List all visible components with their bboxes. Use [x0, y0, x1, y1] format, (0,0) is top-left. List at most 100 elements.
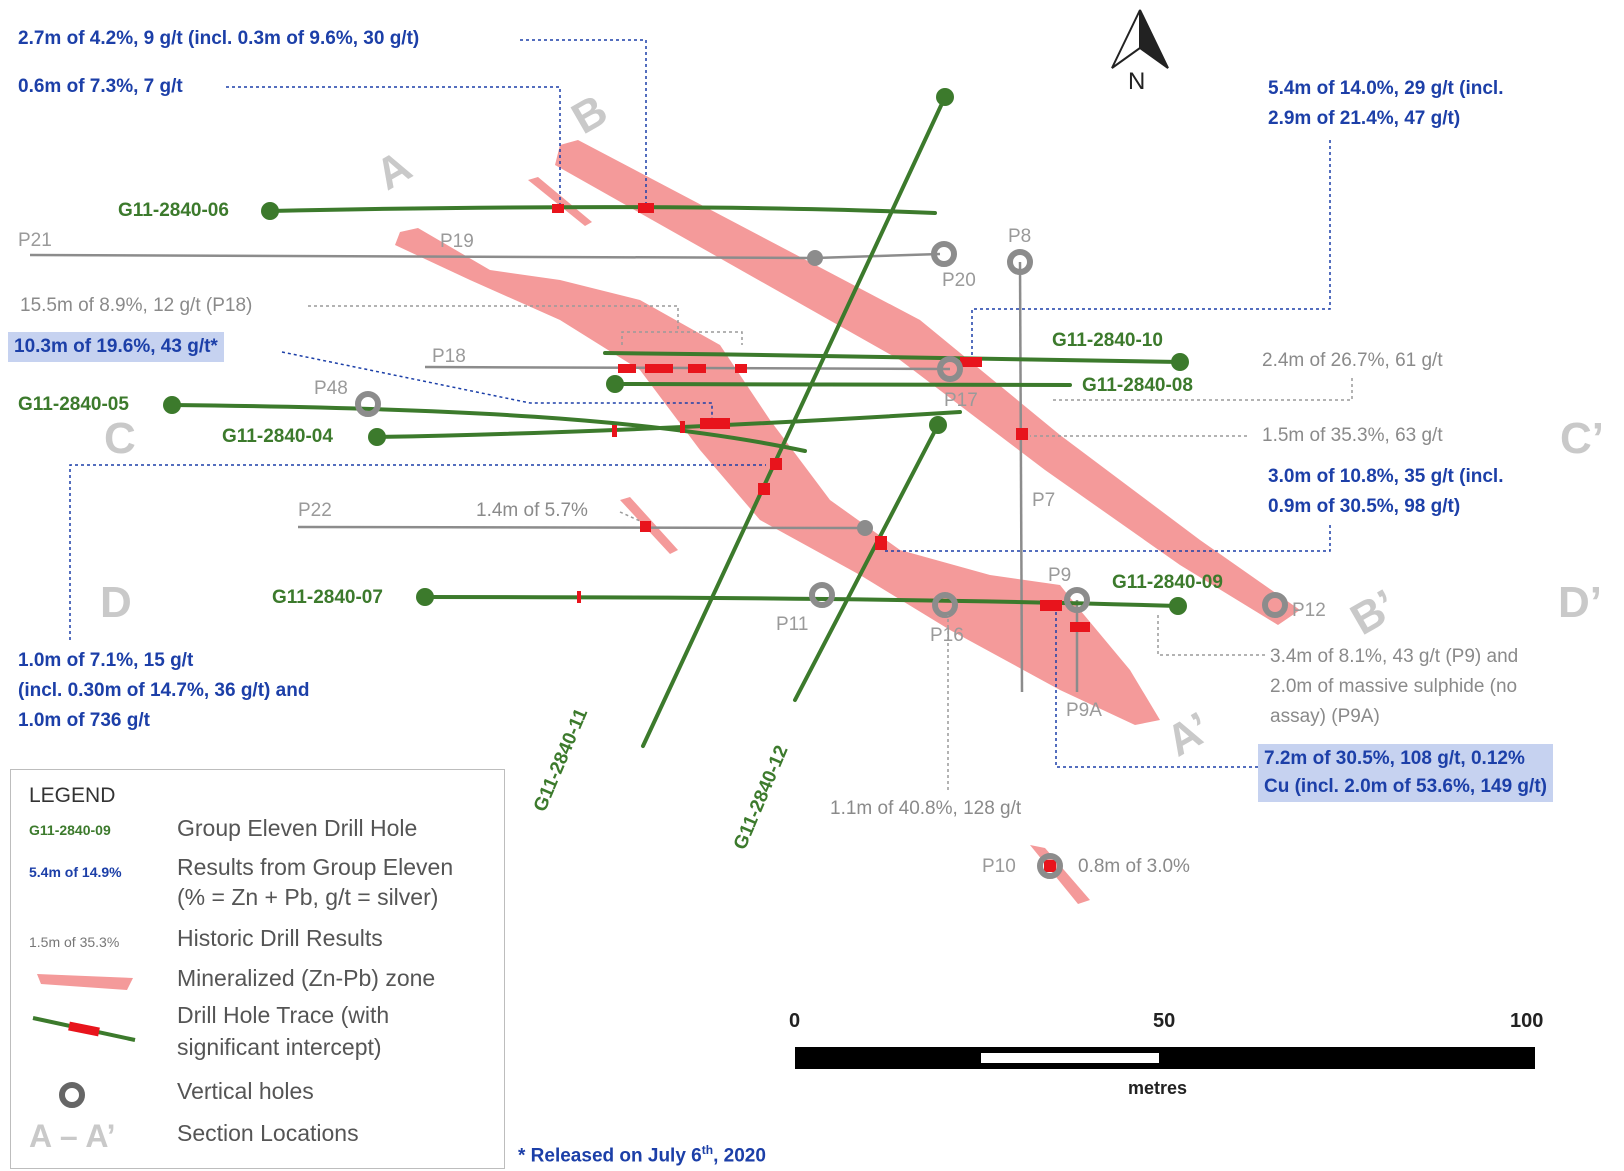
legend-result-desc-line1: Results from Group Eleven: [177, 854, 454, 880]
vertical-hole-p20: [931, 241, 957, 267]
intercept-06-b: [638, 203, 654, 213]
drill-trace-07: [423, 595, 1180, 608]
historic-hole-p7-trace: [1018, 261, 1024, 693]
collar-12: [929, 416, 947, 434]
historic-label-24: 2.4m of 26.7%, 61 g/t: [1262, 350, 1443, 371]
legend-sample-historic: 1.5m of 35.3%: [29, 934, 120, 950]
drill-label-06: G11-2840-06: [118, 200, 229, 221]
mineralized-zone-a: [395, 228, 1160, 725]
result-label-72: 7.2m of 30.5%, 108 g/t, 0.12% Cu (incl. …: [1258, 744, 1553, 802]
drill-trace-12: [793, 423, 940, 702]
hole-id-p20: P20: [942, 270, 976, 291]
hole-id-p10: P10: [982, 856, 1016, 877]
legend-vertical-hole-icon: [59, 1082, 85, 1108]
scale-tick-50: 50: [1153, 1010, 1176, 1032]
drill-trace-04: [375, 410, 962, 439]
drill-trace-06: [268, 205, 937, 215]
result-label-10-line1: 1.0m of 7.1%, 15 g/t: [18, 650, 194, 671]
intercept-p22: [640, 521, 651, 532]
intercept-18-d: [735, 364, 747, 373]
leader-24: [1052, 378, 1353, 401]
historic-label-34-line1: 3.4m of 8.1%, 43 g/t (P9) and: [1270, 646, 1519, 667]
legend-sample-result: 5.4m of 14.9%: [29, 864, 122, 880]
drill-label-04: G11-2840-04: [222, 426, 333, 447]
intercept-p7: [1016, 428, 1028, 440]
legend-section-sample: A – A’: [29, 1118, 116, 1154]
legend-zone-desc: Mineralized (Zn-Pb) zone: [177, 965, 436, 991]
result-label-72-line2: Cu (incl. 2.0m of 53.6%, 149 g/t): [1264, 775, 1547, 797]
leader-30: [883, 525, 1331, 552]
hole-id-p16: P16: [930, 625, 964, 646]
historic-hole-p21-trace: [29, 253, 816, 260]
collar-06: [261, 202, 279, 220]
vertical-hole-p16: [932, 592, 958, 618]
scale-bar-right-black: [1165, 1047, 1535, 1069]
leader-72: [1055, 610, 1258, 768]
legend-zone-swatch: [37, 974, 133, 990]
scale-bar-left-black: [795, 1047, 975, 1069]
intercept-18-b: [645, 364, 673, 373]
leader-14: [619, 511, 641, 522]
section-label-d-prime: D’: [1558, 578, 1602, 627]
collar-04: [368, 428, 386, 446]
leader-27: [520, 39, 647, 203]
scale-tick-100: 100: [1510, 1010, 1544, 1032]
collar-10: [1171, 353, 1189, 371]
vertical-hole-p12: [1262, 592, 1288, 618]
section-label-d: D: [100, 578, 132, 627]
intercept-11-b: [758, 483, 770, 495]
vertical-hole-p8: [1007, 249, 1033, 275]
result-label-06: 0.6m of 7.3%, 7 g/t: [18, 76, 183, 97]
hole-id-p17: P17: [944, 390, 978, 411]
drill-label-10: G11-2840-10: [1052, 330, 1163, 351]
north-arrow-icon: [1111, 9, 1169, 69]
drill-trace-11: [641, 95, 947, 748]
footnote-year: , 2020: [713, 1145, 766, 1167]
hole-id-p18: P18: [432, 346, 466, 367]
intercept-06-a: [552, 204, 564, 213]
leader-10: [69, 464, 766, 640]
result-label-72-line1: 7.2m of 30.5%, 108 g/t, 0.12%: [1264, 748, 1525, 769]
hole-id-p8: P8: [1008, 226, 1032, 247]
result-label-27: 2.7m of 4.2%, 9 g/t (incl. 0.3m of 9.6%,…: [18, 28, 420, 49]
drill-label-07: G11-2840-07: [272, 587, 383, 608]
historic-hole-p20-trace: [814, 252, 941, 260]
intercept-p9a: [1070, 622, 1090, 632]
footnote-text: * Released on July 6: [518, 1145, 702, 1167]
intercept-18-a: [618, 364, 636, 373]
drill-label-08: G11-2840-08: [1082, 375, 1193, 396]
hole-id-p9: P9: [1048, 565, 1072, 586]
drill-label-09: G11-2840-09: [1112, 572, 1223, 593]
historic-label-08: 0.8m of 3.0%: [1078, 856, 1190, 877]
scale-bar: 0 50 100 metres: [789, 1010, 1543, 1100]
legend-result-desc-line2: (% = Zn + Pb, g/t = silver): [177, 884, 439, 910]
collar-05: [163, 396, 181, 414]
scale-bar-white: [975, 1047, 1165, 1069]
north-label: N: [1128, 68, 1146, 95]
vertical-hole-p10: [1037, 853, 1063, 879]
intercept-p10: [1044, 860, 1056, 872]
result-label-30-line2: 0.9m of 30.5%, 98 g/t): [1268, 496, 1461, 517]
intercept-05: [700, 418, 730, 429]
historic-label-11: 1.1m of 40.8%, 128 g/t: [830, 798, 1022, 819]
historic-label-34-line3: assay) (P9A): [1270, 706, 1380, 727]
drill-label-05: G11-2840-05: [18, 394, 129, 415]
historic-hole-p18-trace: [424, 365, 951, 371]
legend-section-desc: Section Locations: [177, 1120, 359, 1146]
intercept-10: [960, 357, 982, 367]
intercept-09: [1040, 600, 1062, 611]
historic-label-14: 1.4m of 5.7%: [476, 500, 588, 521]
hole-id-p21: P21: [18, 230, 52, 251]
legend-vertical-desc: Vertical holes: [177, 1078, 314, 1104]
legend-hole-desc: Group Eleven Drill Hole: [177, 815, 418, 841]
result-label-54-line1: 5.4m of 14.0%, 29 g/t (incl.: [1268, 78, 1504, 99]
mineralized-zone-small-1: [528, 177, 592, 226]
drill-trace-08: [613, 382, 1072, 387]
hole-id-p9a: P9A: [1066, 700, 1102, 721]
intercept-04-a: [612, 425, 617, 437]
legend-trace-desc-line1: Drill Hole Trace (with: [177, 1002, 390, 1028]
result-label-54-line2: 2.9m of 21.4%, 47 g/t): [1268, 108, 1461, 129]
collar-07: [416, 588, 434, 606]
section-label-c: C: [104, 414, 136, 463]
